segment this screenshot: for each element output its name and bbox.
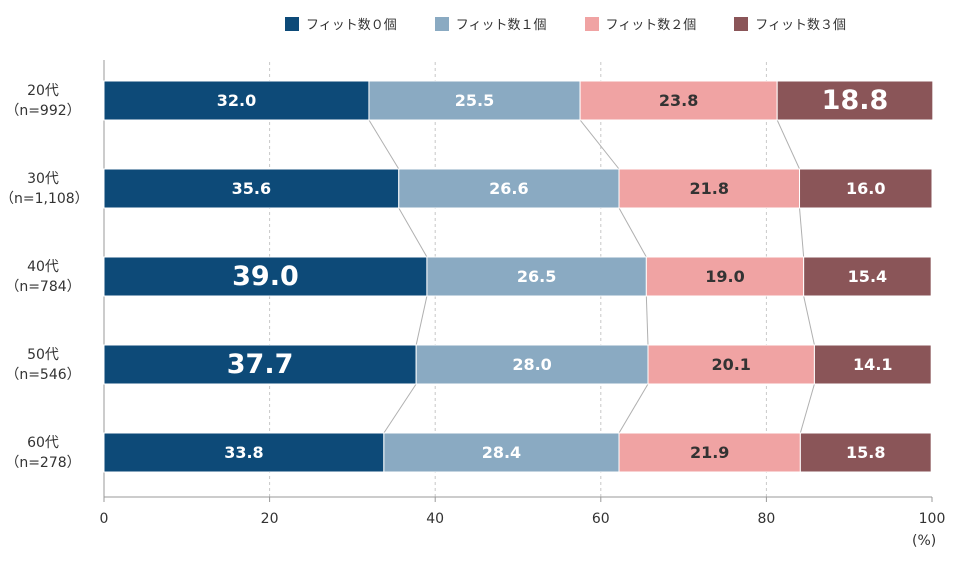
data-label: 37.7 [227, 349, 294, 380]
legend-item: フィット数２個 [584, 14, 697, 33]
legend: フィット数０個 フィット数１個 フィット数２個 フィット数３個 [285, 14, 846, 33]
data-label: 25.5 [455, 91, 494, 110]
legend-label: フィット数３個 [755, 18, 846, 33]
bar-segment [618, 168, 801, 209]
legend-swatch [734, 16, 749, 31]
legend-label: フィット数２個 [605, 18, 697, 33]
data-label: 21.8 [690, 179, 729, 198]
connector-line [799, 207, 805, 258]
connector-line [803, 295, 815, 346]
category-label: 40代 （n=784） [0, 257, 86, 297]
connector-line [415, 295, 428, 346]
legend-swatch [584, 16, 599, 31]
data-label: 26.6 [489, 179, 528, 198]
bar-segment [415, 344, 649, 385]
x-axis-unit-label: (%) [912, 533, 937, 549]
data-label: 33.8 [224, 443, 263, 462]
connector-line [776, 119, 800, 170]
category-label: 60代 （n=278） [0, 433, 86, 473]
x-tick-label: 100 [918, 511, 946, 527]
connector-line [645, 295, 649, 346]
category-sample-size: （n=1,108） [0, 190, 89, 207]
data-label: 21.9 [690, 443, 729, 462]
bar-segment [579, 80, 778, 121]
bar-segment [368, 80, 581, 121]
data-label: 39.0 [232, 261, 299, 292]
data-label: 23.8 [659, 91, 698, 110]
data-label: 26.5 [517, 267, 556, 286]
x-tick-label: 60 [591, 511, 610, 527]
data-label: 14.1 [853, 355, 892, 374]
connector-line [383, 383, 417, 434]
category-label: 30代 （n=1,108） [0, 169, 89, 209]
legend-swatch [434, 16, 449, 31]
category-sample-size: （n=546） [5, 366, 81, 383]
data-label: 28.0 [512, 355, 551, 374]
bar-segment [799, 168, 933, 209]
data-label: 28.4 [482, 443, 521, 462]
category-name: 50代 [27, 346, 59, 363]
legend-label: フィット数１個 [455, 18, 547, 33]
connector-line [368, 119, 400, 170]
data-label: 18.8 [822, 85, 889, 116]
data-label: 15.4 [848, 267, 887, 286]
legend-item: フィット数０個 [285, 14, 397, 33]
bar-segment [776, 80, 934, 121]
bar-segment [813, 344, 932, 385]
x-tick-label: 40 [426, 511, 445, 527]
category-sample-size: （n=784） [5, 278, 81, 295]
category-name: 60代 [27, 434, 59, 451]
bar-segment [103, 256, 428, 297]
bar-segment [426, 256, 647, 297]
connector-line [398, 207, 428, 258]
x-tick-label: 20 [260, 511, 279, 527]
data-label: 19.0 [705, 267, 744, 286]
connector-line [799, 383, 815, 434]
legend-item: フィット数１個 [434, 14, 547, 33]
category-name: 20代 [27, 82, 59, 99]
category-sample-size: （n=278） [5, 454, 81, 471]
legend-label: フィット数０個 [306, 18, 397, 33]
legend-item: フィット数３個 [734, 14, 846, 33]
category-name: 40代 [27, 258, 59, 275]
x-tick-label: 80 [757, 511, 776, 527]
x-tick-label: 0 [99, 511, 109, 527]
connector-line [618, 207, 647, 258]
bar-segment [799, 432, 932, 473]
connector-line [579, 119, 620, 170]
data-label: 16.0 [846, 179, 885, 198]
category-label: 20代 （n=992） [0, 81, 86, 121]
bar-segment [103, 432, 385, 473]
category-label: 50代 （n=546） [0, 345, 86, 385]
category-name: 30代 [27, 170, 59, 187]
bar-segment [618, 432, 801, 473]
bar-segment [383, 432, 620, 473]
bar-segment [803, 256, 932, 297]
connector-line [618, 383, 649, 434]
bar-segment [103, 168, 400, 209]
bar-segment [645, 256, 805, 297]
bar-segment [647, 344, 815, 385]
data-label: 32.0 [217, 91, 256, 110]
data-label: 35.6 [232, 179, 271, 198]
bar-segment [103, 344, 417, 385]
category-sample-size: （n=992） [5, 102, 81, 119]
data-label: 15.8 [846, 443, 885, 462]
data-label: 20.1 [711, 355, 750, 374]
legend-swatch [285, 16, 299, 31]
